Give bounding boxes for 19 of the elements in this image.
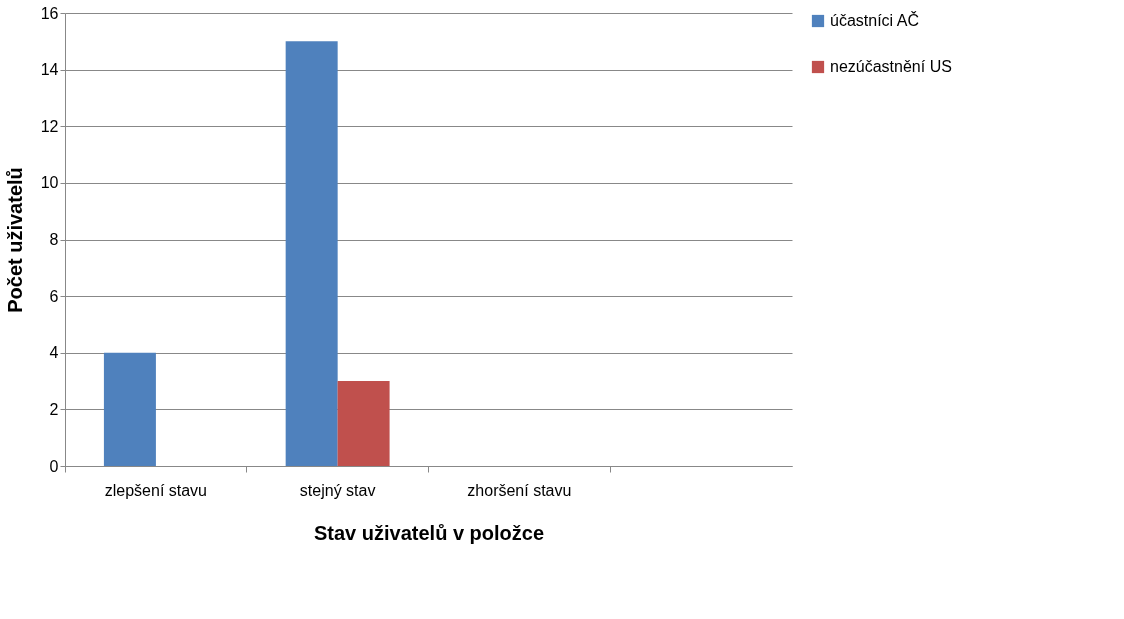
y-tick-label: 12 [40, 117, 59, 135]
bar [285, 41, 338, 466]
y-tick-label: 4 [49, 344, 59, 362]
legend-label: nezúčastnění US [830, 58, 952, 75]
y-tick-label: 8 [49, 231, 59, 248]
y-axis-title: Počet uživatelů [3, 167, 26, 313]
bar [337, 381, 390, 466]
x-axis-title: Stav uživatelů v položce [313, 521, 545, 544]
x-tick-label: zhoršení stavu [467, 481, 572, 499]
x-tick-label: zlepšení stavu [104, 481, 208, 499]
y-tick-label: 0 [49, 457, 59, 475]
bar [103, 352, 156, 466]
y-tick-label: 16 [40, 4, 59, 22]
y-tick-label: 10 [40, 174, 59, 192]
x-tick-label: stejný stav [299, 481, 376, 499]
legend-label: účastníci AČ [830, 11, 919, 29]
y-tick-label: 14 [40, 61, 59, 79]
y-tick-label: 2 [49, 400, 59, 418]
y-tick-label: 6 [49, 287, 59, 305]
